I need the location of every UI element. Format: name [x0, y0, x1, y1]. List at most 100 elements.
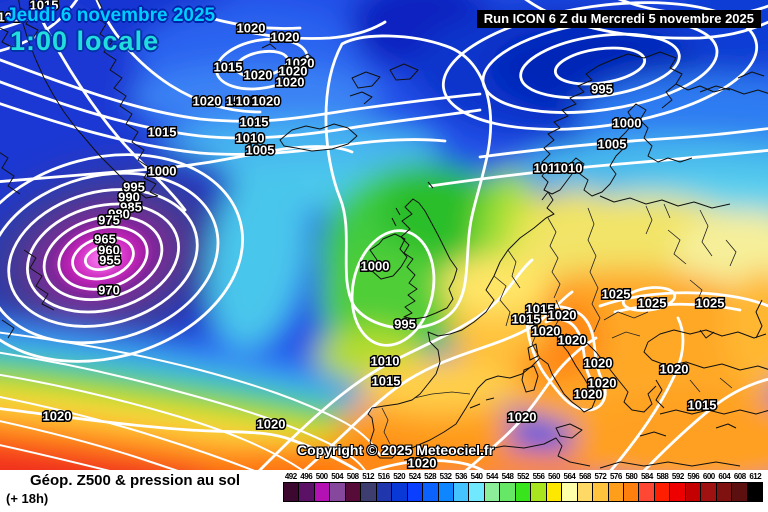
colorbar-cell	[314, 483, 331, 501]
colorbar-value: 560	[548, 472, 560, 481]
colorbar-cell	[562, 483, 578, 501]
pressure-label: 1010	[534, 160, 563, 175]
colorbar-value: 584	[640, 472, 653, 481]
colorbar-cell	[392, 483, 408, 501]
pressure-label: 970	[98, 282, 120, 297]
pressure-label: 965	[94, 231, 116, 246]
colorbar-cell	[376, 483, 393, 501]
pressure-label: 1000	[148, 163, 177, 178]
pressure-label: 1020	[252, 93, 281, 108]
pressure-label: 1020	[584, 355, 613, 370]
run-info-banner: Run ICON 6 Z du Mercredi 5 novembre 2025	[476, 10, 761, 28]
colorbar-value: 592	[671, 472, 684, 481]
colorbar-value: 524	[408, 472, 421, 481]
pressure-label: 1015	[214, 59, 243, 74]
pressure-label: 975	[98, 212, 120, 227]
pressure-label: 1005	[598, 136, 627, 151]
pressure-label: 1015	[526, 301, 555, 316]
colorbar-cell	[423, 483, 439, 501]
pressure-label: 1020	[43, 408, 72, 423]
colorbar-cell	[670, 483, 686, 501]
colorbar-value: 556	[532, 472, 545, 481]
pressure-label: 1020	[548, 307, 577, 322]
colorbar-value: 572	[594, 472, 607, 481]
colorbar-value: 504	[331, 472, 344, 481]
colorbar-cell	[654, 483, 671, 501]
pressure-label: 1015	[372, 373, 401, 388]
forecast-lead-time: (+ 18h)	[6, 491, 49, 506]
pressure-label: 985	[120, 199, 142, 214]
pressure-label: 990	[118, 189, 140, 204]
colorbar-value: 548	[501, 472, 514, 481]
pressure-label: 1020	[237, 20, 266, 35]
coastlines	[0, 0, 768, 469]
color-field	[0, 0, 768, 470]
pressure-label: 1020	[574, 386, 603, 401]
colorbar-cell	[577, 483, 594, 501]
copyright-notice: Copyright © 2025 Meteociel.fr	[297, 442, 495, 458]
colorbar-value: 532	[439, 472, 452, 481]
pressure-label: 1025	[696, 295, 725, 310]
colorbar-value: 540	[470, 472, 483, 481]
low-core	[58, 226, 148, 290]
colorbar-value: 512	[362, 472, 375, 481]
country-borders	[381, 203, 737, 445]
legend-bar: Géop. Z500 & pression au sol (+ 18h) 492…	[0, 470, 768, 512]
colorbar-value: 588	[656, 472, 669, 481]
colorbar-cell	[623, 483, 640, 501]
pressure-label: 1020	[244, 67, 273, 82]
colorbar-value: 564	[563, 472, 576, 481]
pressure-label: 1025	[602, 286, 631, 301]
isobar-contours	[0, 0, 768, 470]
pressure-label: 1015	[148, 124, 177, 139]
colorbar-cell	[685, 483, 702, 501]
colorbar-cell	[345, 483, 362, 501]
colorbar-value: 536	[455, 472, 467, 481]
colorbar-labels: 492 496 500 504 508 512 516 520 524 528 532 536 540 5…	[283, 472, 763, 482]
forecast-time: 1:00 locale	[10, 26, 160, 56]
pressure-label: 1010	[0, 9, 26, 24]
colorbar-cell	[469, 483, 485, 501]
colorbar-value: 492	[284, 472, 297, 481]
colorbar-cell	[407, 483, 424, 501]
pressure-label: 1015	[240, 114, 269, 129]
colorbar-cell	[639, 483, 655, 501]
colorbar-cell	[546, 483, 563, 501]
colorbar-cell	[284, 483, 300, 501]
pressure-label: 1000	[613, 115, 642, 130]
weather-map: 1015101010201020101510201020102010201020…	[0, 0, 768, 470]
colorbar-value: 516	[377, 472, 390, 481]
forecast-date: Jeudi 6 novembre 2025	[6, 5, 216, 26]
colorbar-value: 500	[315, 472, 328, 481]
colorbar-cell	[747, 483, 763, 501]
pressure-label: 1020	[408, 455, 437, 470]
colorbar-cell	[330, 483, 346, 501]
pressure-label: 1020	[279, 63, 308, 78]
colorbar-value: 604	[718, 472, 731, 481]
colorbar-cell	[716, 483, 733, 501]
pressure-labels: 1015101010201020101510201020102010201020…	[0, 0, 726, 470]
pressure-label: 955	[99, 252, 121, 267]
colorbar-cell	[500, 483, 516, 501]
pressure-label: 15	[226, 93, 240, 108]
colorbar: 492 496 500 504 508 512 516 520 524 528 532 536 540 5…	[283, 472, 763, 502]
map-title: Géop. Z500 & pression au sol	[30, 472, 241, 489]
pressure-label: 1005	[246, 142, 275, 157]
colorbar-cell	[453, 483, 470, 501]
pressure-label: 1020	[660, 361, 689, 376]
colorbar-cell	[593, 483, 609, 501]
colorbar-value: 552	[517, 472, 529, 481]
colorbar-value: 608	[733, 472, 746, 481]
colorbar-cell	[701, 483, 717, 501]
colorbar-value: 496	[300, 472, 313, 481]
colorbar-value: 520	[393, 472, 406, 481]
pressure-label: 1020	[271, 29, 300, 44]
pressure-label: 1020	[508, 409, 537, 424]
colorbar-cell	[732, 483, 748, 501]
pressure-label: 1010	[236, 93, 265, 108]
colorbar-value: 568	[579, 472, 591, 481]
pressure-label: 1000	[361, 258, 390, 273]
colorbar-cells	[283, 482, 763, 502]
colorbar-value: 528	[424, 472, 437, 481]
